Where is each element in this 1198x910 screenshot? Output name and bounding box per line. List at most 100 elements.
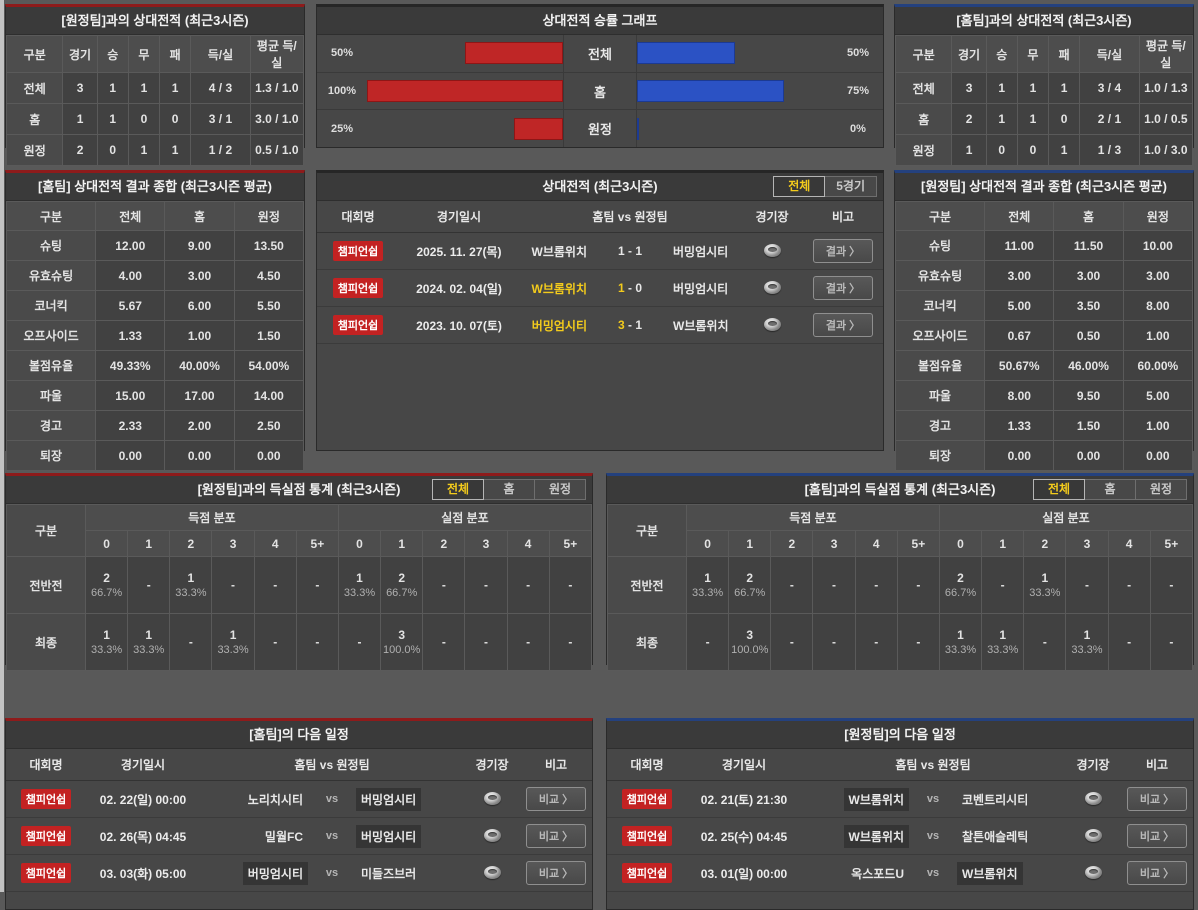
group-header-row: 구분 득점 분포 실점 분포 (6, 504, 593, 557)
stat-cell: 1.0 / 1.3 (1138, 72, 1194, 104)
teams-cell: 노리치시티 vs 버밍엄시티 (200, 787, 464, 811)
stadium-cell (1065, 790, 1121, 808)
match-datetime: 02. 25(수) 04:45 (700, 829, 788, 844)
vs-label: vs (325, 867, 339, 879)
team-name-text: 버밍엄시티 (356, 787, 422, 811)
home-team-name: 옥스포드U (801, 862, 909, 885)
stat-cell: 3.00 (1122, 260, 1194, 291)
list-column-header: 홈팀 vs 원정팀 (592, 210, 668, 224)
chart-row-label: 전체 (563, 35, 637, 72)
distribution-cell: 3 100.0% (380, 613, 424, 671)
league-cell: 챔피언쉽 (6, 789, 86, 809)
home-team-name: 버밍엄시티 (531, 318, 587, 333)
header-row: 구분 전체 홈 원정 (894, 201, 1194, 231)
group-header: 득점 분포 (85, 504, 339, 531)
result-button[interactable]: 결과 〉 (812, 239, 874, 263)
panel-home-schedule: [홈팀]의 다음 일정 대회명 경기일시 홈팀 vs 원정팀 경기장 비고 챔피언쉽 02.… (5, 718, 593, 910)
result-button[interactable]: 결과 〉 (812, 276, 874, 300)
row-label: 슈팅 (5, 230, 97, 261)
compare-button[interactable]: 비교 〉 (1126, 861, 1188, 885)
schedule-row: 챔피언쉽 03. 01(일) 00:00 옥스포드U vs W브롬위치 비교 〉 (607, 855, 1193, 892)
panel-title-text: [원정팀]과의 득실점 통계 (최근3시즌) (197, 482, 401, 497)
home-h2h-table: 구분 경기 승 무 패 득/실 평균 득/실 전체 3 1 1 1 3 / 4 1.0 / 1.3 홈 2 1 1… (894, 35, 1194, 166)
stat-cell: 3 / 1 (190, 103, 251, 135)
distribution-cell: - (422, 556, 466, 614)
stat-cell: 3.00 (1053, 260, 1124, 291)
away-team-name: 코벤트리시티 (957, 788, 1065, 811)
stat-cell: 1.0 / 3.0 (1138, 134, 1194, 166)
percent-value: 33.3% (343, 587, 376, 599)
distribution-row: 전반전 1 33.3% 2 66.7% - - - -2 66.7% -1 33.3% - - - (607, 556, 1194, 614)
score-column-header: 5+ (896, 530, 940, 557)
list-column-header: 비고 (1145, 758, 1169, 772)
schedule-row: 챔피언쉽 03. 03(화) 05:00 버밍엄시티 vs 미들즈브러 비교 〉 (6, 855, 592, 892)
stat-cell: 1 (951, 134, 987, 166)
team-name-text: W브롬위치 (843, 824, 909, 848)
score-column-header: 1 (380, 530, 424, 557)
right-bar-track (637, 117, 833, 140)
stat-cell: 0.00 (233, 440, 305, 471)
team-name-text: 버밍엄시티 (242, 861, 308, 885)
compare-button[interactable]: 비교 〉 (525, 824, 587, 848)
compare-button[interactable]: 비교 〉 (1126, 787, 1188, 811)
distribution-cell: - (981, 556, 1025, 614)
filter-tab[interactable]: 홈 (1085, 479, 1136, 500)
compare-button[interactable]: 비교 〉 (525, 861, 587, 885)
right-percent-label: 75% (846, 85, 870, 97)
home-score: 1 (617, 281, 625, 295)
stat-cell: 0.5 / 1.0 (249, 134, 305, 166)
distribution-cell: 1 33.3% (211, 613, 255, 671)
filter-tab[interactable]: 원정 (535, 479, 586, 500)
filter-tab[interactable]: 5경기 (825, 176, 877, 197)
list-column-header: 경기장 (1076, 758, 1110, 772)
stat-cell: 1 (127, 134, 161, 166)
percent-value: 66.7% (386, 587, 418, 599)
stat-cell: 1.00 (1122, 320, 1194, 351)
distribution-cell: 2 66.7% (938, 556, 983, 614)
filter-tab[interactable]: 전체 (773, 176, 826, 197)
red-winrate-bar (514, 117, 563, 140)
home-schedule-list: 대회명 경기일시 홈팀 vs 원정팀 경기장 비고 챔피언쉽 02. 22(일) 00:00… (6, 749, 592, 892)
table-row: 퇴장 0.00 0.00 0.00 (5, 440, 305, 471)
row-label: 파울 (5, 380, 97, 411)
count-value: 1 (1083, 628, 1091, 642)
filter-tab[interactable]: 전체 (432, 479, 484, 500)
compare-button[interactable]: 비교 〉 (525, 787, 587, 811)
stadium-icon (1084, 829, 1102, 843)
panel-title: [원정팀] 상대전적 결과 종합 (최근3시즌 평균) (895, 173, 1193, 201)
percent-value: 33.3% (133, 644, 165, 656)
stat-cell: 8.00 (1122, 290, 1194, 321)
list-column-header: 경기장 (755, 210, 789, 224)
filter-tab[interactable]: 전체 (1033, 479, 1085, 500)
stat-cell: 0.00 (1053, 440, 1124, 471)
away-team-name: 버밍엄시티 (673, 244, 729, 259)
distribution-cell: - (854, 556, 898, 614)
stadium-cell (741, 279, 803, 297)
distribution-cell: - (506, 613, 550, 671)
league-cell: 챔피언쉽 (6, 863, 86, 883)
stat-cell: 2.33 (95, 410, 166, 441)
stat-cell: 8.00 (984, 380, 1055, 411)
panel-title: [홈팀]과의 득실점 통계 (최근3시즌) 전체 홈 원정 (607, 476, 1193, 504)
list-column-header: 비고 (544, 758, 568, 772)
percent-value: 33.3% (944, 644, 977, 656)
away-team-name: 찰튼애슬레틱 (957, 825, 1065, 848)
result-button[interactable]: 결과 〉 (812, 313, 874, 337)
stat-cell: 6.00 (164, 290, 235, 321)
compare-button[interactable]: 비교 〉 (1126, 824, 1188, 848)
score-column-header: 2 (422, 530, 466, 557)
column-header: 홈 (1053, 201, 1124, 231)
panel-away-summary: [원정팀] 상대전적 결과 종합 (최근3시즌 평균) 구분 전체 홈 원정 슈팅 11.… (894, 170, 1194, 471)
group-header: 실점 분포 (337, 504, 593, 531)
table-row: 볼점유율 50.67% 46.00% 60.00% (894, 350, 1194, 381)
filter-tab[interactable]: 원정 (1136, 479, 1187, 500)
table-row: 원정 1 0 0 1 1 / 3 1.0 / 3.0 (894, 134, 1194, 166)
distribution-cell: - (896, 613, 940, 671)
page-left-edge (0, 0, 4, 892)
column-header: 평균 득/실 (1138, 35, 1194, 73)
filter-tab[interactable]: 홈 (484, 479, 535, 500)
list-column-header: 대회명 (630, 758, 664, 772)
panel-away-h2h: [원정팀]과의 상대전적 (최근3시즌) 구분 경기 승 무 패 득/실 평균 득/실 전체 3… (5, 4, 305, 166)
teams-cell: W브롬위치 vs 찰튼애슬레틱 (801, 824, 1065, 848)
stadium-icon (483, 829, 501, 843)
